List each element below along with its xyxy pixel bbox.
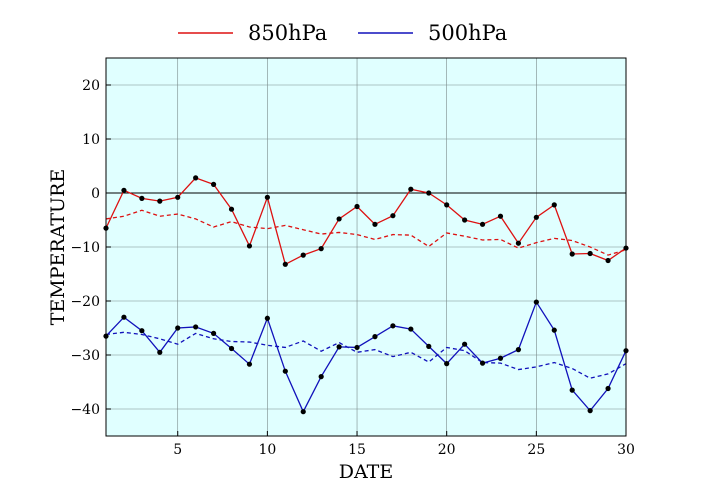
data-point-series-1 [139,328,145,334]
data-point-series-1 [605,385,611,392]
data-point-series-1 [121,314,127,320]
y-axis-title: TEMPERATURE [47,169,69,326]
data-point-series-1 [336,344,342,350]
x-tick-label: 25 [527,442,545,458]
data-point-series-1 [354,344,360,351]
data-point-series-0 [318,246,324,252]
x-tick-label: 5 [173,442,182,458]
data-point-series-1 [282,368,288,374]
data-point-series-1 [587,408,593,414]
data-point-series-0 [408,186,414,192]
series-line-0 [105,177,627,266]
y-tick-label: 10 [82,132,100,148]
data-point-series-1 [408,326,414,332]
data-point-series-1 [372,334,378,340]
data-point-series-0 [497,213,504,219]
series-line-3 [105,331,627,379]
data-point-series-0 [515,240,522,246]
data-point-series-0 [193,175,199,181]
data-point-series-0 [175,194,181,200]
x-axis-title: DATE [339,461,393,483]
data-point-series-1 [462,341,468,347]
data-point-series-1 [300,409,306,415]
data-point-series-1 [533,299,539,305]
x-tick-label: 10 [258,442,276,458]
data-point-series-0 [462,217,468,223]
y-tick-label: −40 [70,402,100,418]
legend-label-850hpa: 850hPa [248,21,327,45]
data-point-series-0 [426,190,432,196]
data-point-series-1 [551,327,557,333]
y-tick-label: −10 [70,240,100,256]
y-tick-label: 20 [82,78,100,94]
data-point-series-0 [479,221,486,227]
data-point-series-0 [210,181,217,187]
data-point-series-0 [587,250,593,257]
data-point-series-1 [246,361,253,367]
data-point-series-1 [479,360,486,366]
y-tick-label: 0 [91,186,100,202]
data-point-series-1 [515,347,522,353]
data-point-series-1 [210,330,217,336]
data-point-series-1 [228,345,235,352]
data-point-series-1 [157,349,163,355]
data-point-series-0 [533,214,539,220]
data-point-series-0 [390,213,396,219]
data-point-series-0 [569,251,575,257]
data-point-series-1 [193,324,199,330]
x-tick-label: 15 [348,442,366,458]
data-point-series-0 [157,198,163,204]
ticks: 5 10 15 20 25 30 −40 −30 −20 −10 0 10 20 [70,78,634,458]
data-point-series-0 [139,195,145,201]
y-tick-label: −20 [70,294,100,310]
x-tick-label: 30 [617,442,635,458]
legend-label-500hpa: 500hPa [428,21,507,45]
data-point-series-0 [264,194,270,200]
data-point-series-0 [336,216,342,222]
data-point-series-1 [264,315,270,321]
data-point-series-1 [318,374,324,380]
legend: 850hPa 500hPa [178,21,507,45]
y-tick-label: −30 [70,348,100,364]
series-layer [103,175,629,415]
series-line-2 [105,209,627,256]
data-point-series-0 [551,202,557,208]
data-point-series-0 [444,202,450,208]
data-point-series-1 [444,361,450,367]
data-point-series-0 [228,206,235,212]
data-point-series-0 [354,203,360,210]
data-point-series-0 [246,243,253,249]
data-point-series-0 [282,261,288,267]
data-point-series-0 [300,252,306,258]
data-point-series-1 [569,387,575,393]
data-point-series-1 [426,343,432,349]
data-point-series-0 [605,257,611,264]
data-point-series-0 [121,187,127,193]
data-point-series-0 [372,221,378,227]
x-tick-label: 20 [438,442,456,458]
series-line-1 [105,300,627,414]
data-point-series-1 [175,325,181,331]
data-point-series-1 [497,355,504,361]
data-point-series-1 [390,323,396,329]
